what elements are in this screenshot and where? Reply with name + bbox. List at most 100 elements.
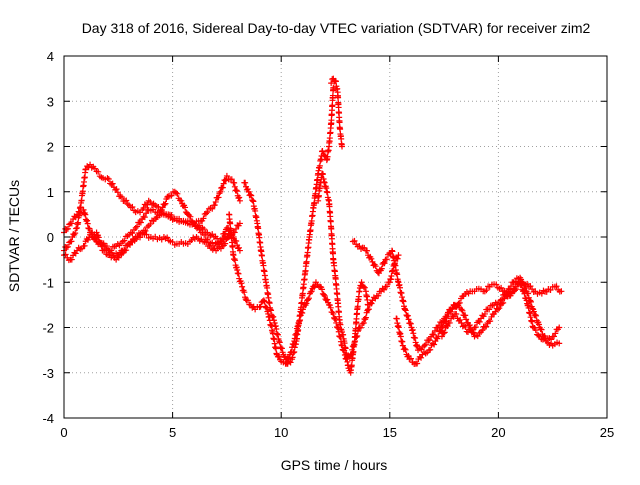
- data-point: [276, 339, 283, 346]
- data-point: [191, 220, 198, 227]
- data-point: [525, 290, 532, 297]
- data-point: [326, 302, 333, 309]
- data-point: [201, 231, 208, 238]
- data-point: [486, 306, 493, 313]
- data-point: [236, 247, 243, 254]
- data-point: [462, 324, 469, 331]
- data-point: [507, 283, 514, 290]
- data-point: [162, 200, 169, 207]
- data-point: [276, 353, 283, 360]
- data-point: [368, 255, 375, 262]
- data-point: [496, 305, 503, 312]
- data-point: [363, 247, 370, 254]
- data-point: [68, 220, 75, 227]
- data-point: [66, 221, 73, 228]
- data-point: [324, 296, 331, 303]
- data-point: [308, 288, 315, 295]
- data-point: [462, 312, 469, 319]
- data-point: [320, 291, 327, 298]
- data-point: [327, 304, 334, 311]
- data-point: [463, 316, 470, 323]
- data-point: [506, 286, 513, 293]
- data-point: [431, 327, 438, 334]
- data-point: [332, 315, 339, 322]
- data-point: [156, 209, 163, 216]
- y-tick-label: 4: [47, 49, 54, 64]
- y-tick-label: 2: [47, 140, 54, 155]
- data-point: [431, 341, 438, 348]
- data-point: [104, 175, 111, 182]
- data-point: [476, 318, 483, 325]
- data-point: [440, 330, 447, 337]
- data-point: [422, 341, 429, 348]
- data-point: [556, 340, 563, 347]
- data-point: [307, 288, 314, 295]
- data-point: [365, 301, 372, 308]
- data-point: [328, 80, 335, 87]
- data-point: [129, 203, 136, 210]
- data-point: [553, 283, 560, 290]
- data-point: [502, 291, 509, 298]
- data-point: [444, 323, 451, 330]
- data-point: [446, 319, 453, 326]
- data-point: [378, 265, 385, 272]
- data-point: [282, 356, 289, 363]
- data-point: [305, 296, 312, 303]
- data-point: [513, 286, 520, 293]
- data-point: [321, 292, 328, 299]
- data-point: [228, 176, 235, 183]
- data-point: [498, 284, 505, 291]
- data-point: [215, 194, 222, 201]
- data-point: [450, 313, 457, 320]
- data-point: [90, 233, 97, 240]
- x-tick-label: 5: [169, 425, 176, 440]
- data-point: [527, 298, 534, 305]
- data-point: [521, 285, 528, 292]
- data-point: [527, 297, 534, 304]
- data-point: [488, 313, 495, 320]
- x-tick-label: 25: [600, 425, 614, 440]
- data-point: [547, 287, 554, 294]
- data-point: [235, 270, 242, 277]
- data-point: [552, 330, 559, 337]
- data-point: [234, 188, 241, 195]
- data-point: [147, 221, 154, 228]
- data-point: [427, 346, 434, 353]
- data-point: [143, 231, 150, 238]
- data-point: [487, 318, 494, 325]
- data-point: [361, 284, 368, 291]
- data-point: [238, 280, 245, 287]
- y-axis-label: SDTVAR / TECUs: [6, 180, 22, 292]
- data-point: [481, 310, 488, 317]
- data-point: [527, 283, 534, 290]
- data-point: [242, 179, 249, 186]
- data-point: [204, 236, 211, 243]
- data-point: [129, 230, 136, 237]
- data-point: [87, 161, 94, 168]
- y-tick-label: -2: [42, 321, 54, 336]
- data-point: [330, 310, 337, 317]
- data-point: [268, 307, 275, 314]
- data-point: [529, 305, 536, 312]
- data-point: [497, 297, 504, 304]
- data-point: [493, 281, 500, 288]
- data-point: [133, 223, 140, 230]
- data-point: [453, 311, 460, 318]
- data-point: [123, 197, 130, 204]
- data-point: [81, 242, 88, 249]
- plot-frame: [63, 55, 608, 419]
- data-point: [201, 226, 208, 233]
- data-point: [203, 239, 210, 246]
- data-point: [204, 209, 211, 216]
- data-point: [458, 306, 465, 313]
- data-point: [260, 297, 267, 304]
- data-point: [330, 84, 337, 91]
- data-point: [137, 234, 144, 241]
- data-point: [360, 319, 367, 326]
- data-point: [375, 292, 382, 299]
- data-point: [241, 289, 248, 296]
- data-point: [233, 238, 240, 245]
- data-point: [362, 314, 369, 321]
- chart-title: Day 318 of 2016, Sidereal Day-to-day VTE…: [82, 20, 591, 36]
